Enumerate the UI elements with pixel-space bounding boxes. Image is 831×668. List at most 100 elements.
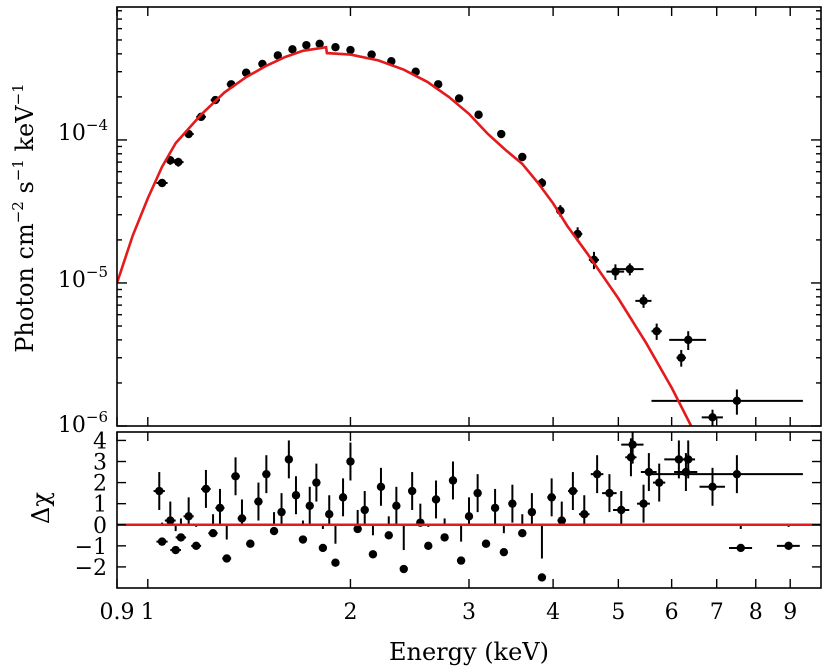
residual-point-4 bbox=[175, 518, 187, 542]
residual-point-44 bbox=[481, 539, 491, 548]
residual-point-12 bbox=[237, 499, 247, 525]
residual-point-0 bbox=[153, 472, 165, 510]
residual-point-40 bbox=[448, 461, 458, 500]
residual-point-53 bbox=[568, 472, 578, 510]
residual-point-62 bbox=[653, 463, 666, 502]
residual-point-57 bbox=[613, 491, 630, 525]
residual-point-26 bbox=[338, 478, 348, 517]
spectrum-point-9 bbox=[273, 51, 283, 60]
residual-point-69 bbox=[776, 524, 800, 551]
residual-point-36 bbox=[416, 503, 425, 527]
spectrum-point-14 bbox=[346, 45, 355, 55]
x-tick-label-8: 8 bbox=[749, 600, 763, 625]
residual-point-31 bbox=[376, 467, 386, 506]
residual-y-tick-label-2: 0 bbox=[93, 514, 107, 539]
spectrum-point-22 bbox=[518, 152, 527, 162]
residual-point-16 bbox=[269, 512, 279, 536]
residual-point-25 bbox=[331, 524, 340, 567]
residual-point-13 bbox=[246, 539, 255, 548]
spectrum-point-10 bbox=[288, 45, 297, 54]
residual-point-17 bbox=[277, 493, 286, 525]
residual-point-50 bbox=[537, 524, 547, 582]
residual-point-6 bbox=[191, 524, 202, 551]
spectrum-point-13 bbox=[331, 43, 340, 52]
residual-point-33 bbox=[392, 486, 401, 525]
x-tick-label-9: 9 bbox=[783, 600, 797, 625]
residual-point-55 bbox=[590, 455, 604, 494]
residual-y-axis-label: Δχ bbox=[27, 492, 55, 524]
x-tick-label-0: 0.9 bbox=[100, 600, 135, 625]
x-tick-label-6: 6 bbox=[665, 600, 679, 625]
residual-point-21 bbox=[305, 486, 314, 525]
residual-point-47 bbox=[508, 484, 517, 523]
residual-point-43 bbox=[473, 474, 482, 513]
x-tick-label-7: 7 bbox=[710, 600, 724, 625]
y-tick-label-1e-5: 10−5 bbox=[58, 263, 108, 293]
residual-point-60 bbox=[637, 484, 650, 523]
spectrum-point-18 bbox=[433, 80, 443, 89]
residual-point-3 bbox=[170, 524, 181, 555]
residual-point-45 bbox=[490, 488, 500, 525]
residual-point-29 bbox=[360, 491, 369, 525]
spectrum-point-28 bbox=[615, 263, 644, 276]
residual-point-39 bbox=[440, 518, 449, 542]
spectrum-frame bbox=[116, 6, 822, 427]
residual-point-5 bbox=[183, 497, 194, 525]
residual-point-61 bbox=[640, 453, 657, 492]
x-tick-label-2: 2 bbox=[343, 600, 357, 625]
residual-y-tick-label-6: 4 bbox=[93, 429, 107, 454]
residual-y-tick-label-5: 3 bbox=[93, 451, 107, 476]
spectrum-panel: 10−6 10−5 10−4 Photon cm−2 s−1 keV−1 bbox=[9, 6, 822, 438]
spectrum-y-axis-label: Photon cm−2 s−1 keV−1 bbox=[9, 83, 39, 352]
spectrum-point-15 bbox=[367, 50, 376, 59]
residual-point-24 bbox=[325, 495, 334, 525]
residual-point-59 bbox=[625, 438, 637, 477]
residual-y-tick-label-4: 2 bbox=[93, 472, 107, 497]
spectrum-point-30 bbox=[651, 323, 662, 340]
residual-point-37 bbox=[424, 524, 433, 551]
residual-point-18 bbox=[284, 440, 294, 479]
spectrum-point-34 bbox=[651, 389, 803, 415]
residual-point-34 bbox=[399, 524, 408, 574]
spectrum-point-21 bbox=[497, 129, 506, 139]
residual-point-56 bbox=[602, 474, 617, 513]
y-tick-label-1e-6: 10−6 bbox=[58, 408, 108, 438]
residual-point-54 bbox=[578, 495, 590, 525]
residual-y-tick-label-0: −2 bbox=[75, 556, 107, 581]
residual-point-22 bbox=[312, 463, 321, 502]
residual-point-51 bbox=[547, 478, 557, 517]
x-tick-label-4: 4 bbox=[546, 600, 560, 625]
residuals-frame bbox=[116, 431, 822, 589]
residual-point-42 bbox=[464, 497, 474, 525]
residual-point-68 bbox=[728, 524, 753, 553]
residual-point-8 bbox=[208, 514, 218, 538]
residual-point-65 bbox=[681, 440, 696, 479]
residual-y-tick-label-3: 1 bbox=[93, 493, 107, 518]
residual-point-23 bbox=[318, 524, 328, 553]
residual-y-tick-label-1: −1 bbox=[75, 535, 107, 560]
spectrum-data-points bbox=[156, 39, 803, 426]
residual-point-15 bbox=[262, 455, 271, 494]
residual-point-27 bbox=[346, 442, 355, 481]
residual-point-38 bbox=[431, 480, 441, 519]
residual-point-67 bbox=[651, 455, 803, 494]
residual-point-48 bbox=[518, 514, 527, 538]
x-axis-label: Energy (keV) bbox=[389, 638, 549, 666]
spectrum-point-32 bbox=[669, 331, 707, 350]
residual-point-41 bbox=[456, 524, 466, 565]
residual-point-46 bbox=[499, 524, 509, 557]
x-tick-label-3: 3 bbox=[462, 600, 476, 625]
spectrum-point-11 bbox=[302, 40, 311, 50]
spectrum-point-33 bbox=[701, 409, 723, 426]
residual-point-2 bbox=[164, 501, 176, 525]
spectrum-point-20 bbox=[474, 110, 483, 119]
spectrum-point-29 bbox=[635, 294, 652, 308]
spectrum-point-12 bbox=[315, 39, 324, 49]
residual-point-11 bbox=[231, 457, 240, 496]
residual-point-30 bbox=[368, 524, 378, 559]
residual-point-19 bbox=[291, 476, 301, 515]
residual-point-14 bbox=[254, 482, 263, 521]
x-tick-label-5: 5 bbox=[611, 600, 625, 625]
